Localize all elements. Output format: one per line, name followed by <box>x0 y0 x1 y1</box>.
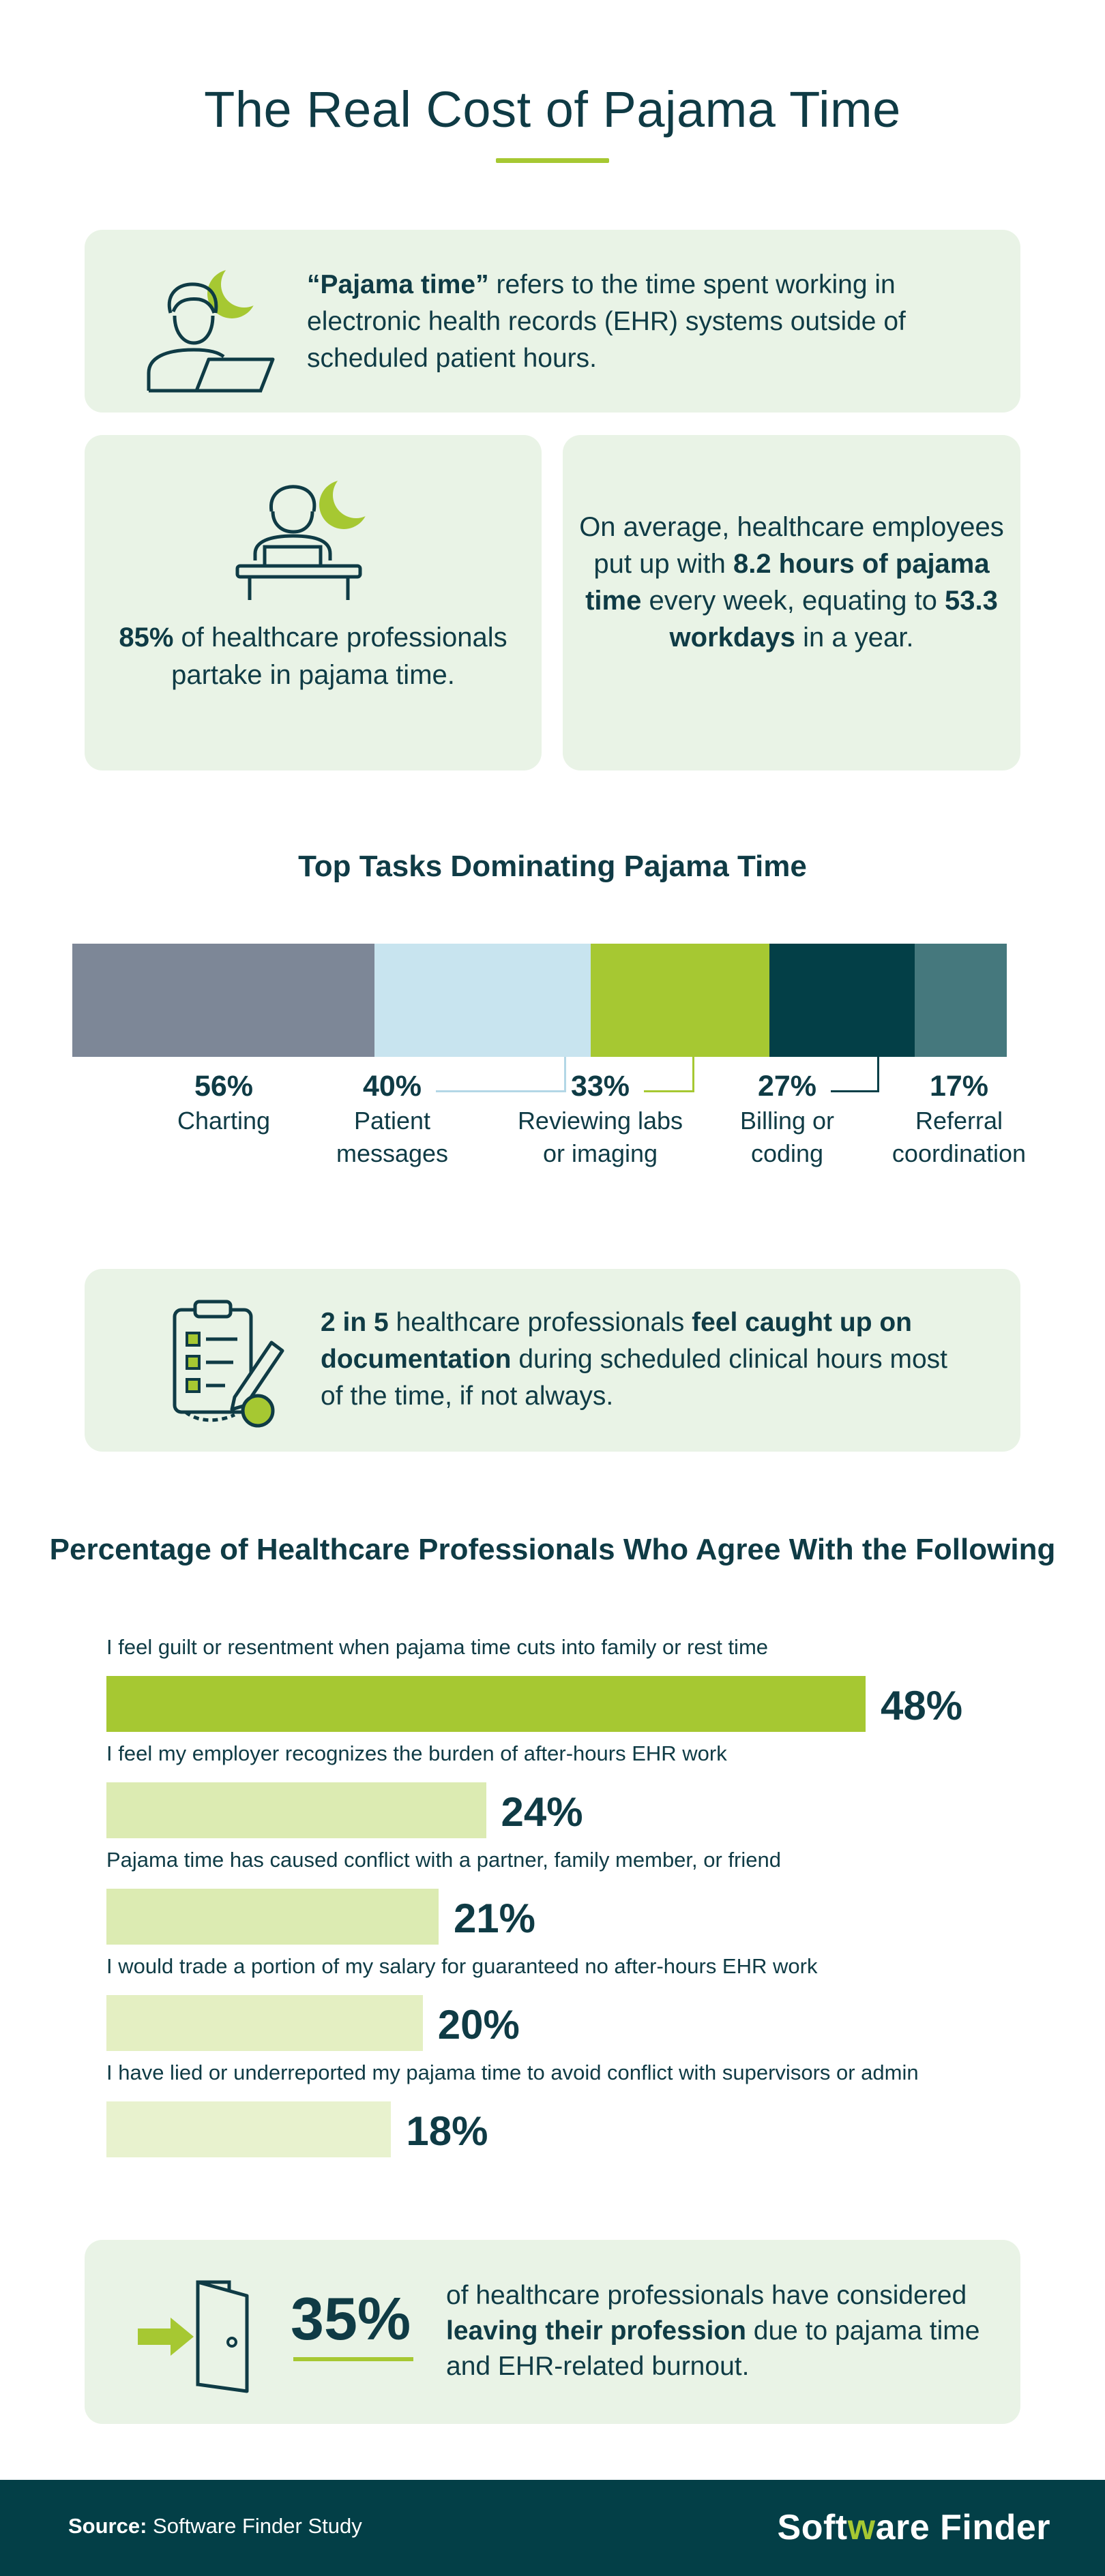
source-note: Source: Software Finder Study <box>68 2514 362 2538</box>
agree-statement: I feel my employer recognizes the burden… <box>106 1741 727 1765</box>
documentation-part2: during scheduled clinical hours most of … <box>321 1345 948 1411</box>
bar-segment-reviewing-labs <box>591 944 769 1057</box>
bar-label-charting: 56% Charting <box>121 1069 326 1137</box>
agree-value: 18% <box>406 2108 488 2154</box>
agree-statement: I have lied or underreported my pajama t… <box>106 2061 919 2084</box>
bar-category: Billing or <box>739 1107 835 1135</box>
leave-profession-card: 35% of healthcare professionals have con… <box>85 2240 1020 2424</box>
agree-value: 24% <box>501 1789 583 1835</box>
agree-bar <box>106 2101 392 2157</box>
agree-bar <box>106 1995 423 2051</box>
bar-label-referral-coordination: 17% Referral coordination <box>857 1069 1061 1170</box>
bar-label-reviewing-labs: 33% Reviewing labs or imaging <box>498 1069 703 1170</box>
brand-mark: w <box>847 2508 876 2547</box>
stat-hours-text: On average, healthcare employees put up … <box>563 509 1020 656</box>
leave-part2: due to pajama time and EHR-related burno… <box>446 2316 980 2381</box>
leave-text: of healthcare professionals have conside… <box>446 2278 992 2384</box>
bar-value: 17% <box>929 1070 989 1103</box>
tasks-stacked-bar <box>72 944 1007 1057</box>
tasks-chart-title: Top Tasks Dominating Pajama Time <box>298 850 807 883</box>
bar-category: messages <box>336 1139 449 1167</box>
page-title: The Real Cost of Pajama Time <box>204 81 901 138</box>
bar-category: Referral <box>915 1107 1003 1135</box>
bar-leader-line <box>436 1057 567 1092</box>
bar-leader-line <box>831 1057 880 1092</box>
bar-segment-billing-coding <box>769 944 915 1057</box>
bar-category: Reviewing labs <box>517 1107 683 1135</box>
bar-category: coordination <box>892 1139 1027 1167</box>
stat-hours-bold1: 8.2 hours of pajama time <box>585 549 990 616</box>
stat-85-body: of healthcare professionals partake in p… <box>171 623 507 690</box>
agree-chart-title: Percentage of Healthcare Professionals W… <box>49 1533 1056 1566</box>
documentation-bold1: 2 in 5 <box>321 1308 389 1337</box>
stat-85-card: 85% of healthcare professionals partake … <box>85 435 542 770</box>
bar-category: Charting <box>177 1107 271 1135</box>
agree-row: I feel my employer recognizes the burden… <box>106 1740 1034 1842</box>
bar-segment-referral-coordination <box>915 944 1007 1057</box>
clipboard-checklist-icon <box>173 1300 284 1428</box>
documentation-card: 2 in 5 healthcare professionals feel cau… <box>85 1269 1020 1452</box>
agree-statement: Pajama time has caused conflict with a p… <box>106 1848 781 1872</box>
documentation-bold2: feel caught up on documentation <box>321 1308 912 1374</box>
agree-value: 20% <box>437 2002 520 2048</box>
brand-part-a: Soft <box>777 2508 848 2547</box>
documentation-text: 2 in 5 healthcare professionals feel cau… <box>321 1304 975 1415</box>
brand-part-b: are Finder <box>875 2508 1050 2547</box>
stat-hours-bold2: 53.3 workdays <box>669 586 998 653</box>
agree-row: Pajama time has caused conflict with a p… <box>106 1846 1034 1949</box>
stat-hours-part3: in a year. <box>795 623 914 653</box>
agree-bar <box>106 1676 866 1732</box>
bar-segment-patient-messages <box>374 944 591 1057</box>
bar-category: coding <box>750 1139 824 1167</box>
door-exit-icon <box>138 2280 249 2393</box>
agree-bar <box>106 1889 439 1945</box>
definition-card: “Pajama time” refers to the time spent w… <box>85 230 1020 413</box>
title-underline <box>496 158 609 163</box>
agree-value: 48% <box>881 1683 963 1728</box>
bar-label-billing-coding: 27% Billing or coding <box>685 1069 889 1170</box>
agree-bar <box>106 1782 486 1838</box>
definition-text: “Pajama time” refers to the time spent w… <box>307 267 975 377</box>
stat-hours-part2: every week, equating to <box>641 586 945 616</box>
bar-value: 56% <box>194 1070 254 1103</box>
source-label: Source: <box>68 2514 147 2538</box>
bar-value: 33% <box>570 1070 630 1103</box>
definition-term: “Pajama time” <box>307 270 489 299</box>
stat-85-text: 85% of healthcare professionals partake … <box>85 619 542 694</box>
agree-row: I feel guilt or resentment when pajama t… <box>106 1634 1034 1736</box>
brand-logo[interactable]: Software Finder <box>778 2507 1050 2548</box>
leave-bold: leaving their profession <box>446 2316 746 2346</box>
person-laptop-icon <box>147 261 275 393</box>
footer: Source: Software Finder Study Software F… <box>0 2480 1105 2576</box>
agree-statement: I would trade a portion of my salary for… <box>106 1954 818 1978</box>
agree-row: I have lied or underreported my pajama t… <box>106 2059 1034 2161</box>
bar-label-patient-messages: 40% Patient messages <box>290 1069 495 1170</box>
leave-percent-underline <box>293 2357 413 2361</box>
bar-leader-line <box>644 1057 694 1092</box>
bar-value: 40% <box>362 1070 422 1103</box>
person-desk-icon <box>235 473 379 600</box>
source-text: Software Finder Study <box>147 2514 362 2538</box>
agree-row: I would trade a portion of my salary for… <box>106 1953 1034 2055</box>
agree-value: 21% <box>453 1896 536 1941</box>
leave-part1: of healthcare professionals have conside… <box>446 2281 967 2310</box>
bar-category: Patient <box>353 1107 431 1135</box>
bar-category: or imaging <box>542 1139 658 1167</box>
leave-percent: 35% <box>291 2285 411 2352</box>
stat-hours-card: On average, healthcare employees put up … <box>563 435 1020 770</box>
bar-value: 27% <box>757 1070 817 1103</box>
agree-statement: I feel guilt or resentment when pajama t… <box>106 1635 769 1659</box>
stat-85-value: 85% <box>119 623 174 653</box>
definition-body: refers to the time spent working in elec… <box>307 270 906 373</box>
stat-hours-part1: On average, healthcare employees put up … <box>579 512 1004 579</box>
documentation-part1: healthcare professionals <box>388 1308 692 1337</box>
bar-segment-charting <box>72 944 375 1057</box>
